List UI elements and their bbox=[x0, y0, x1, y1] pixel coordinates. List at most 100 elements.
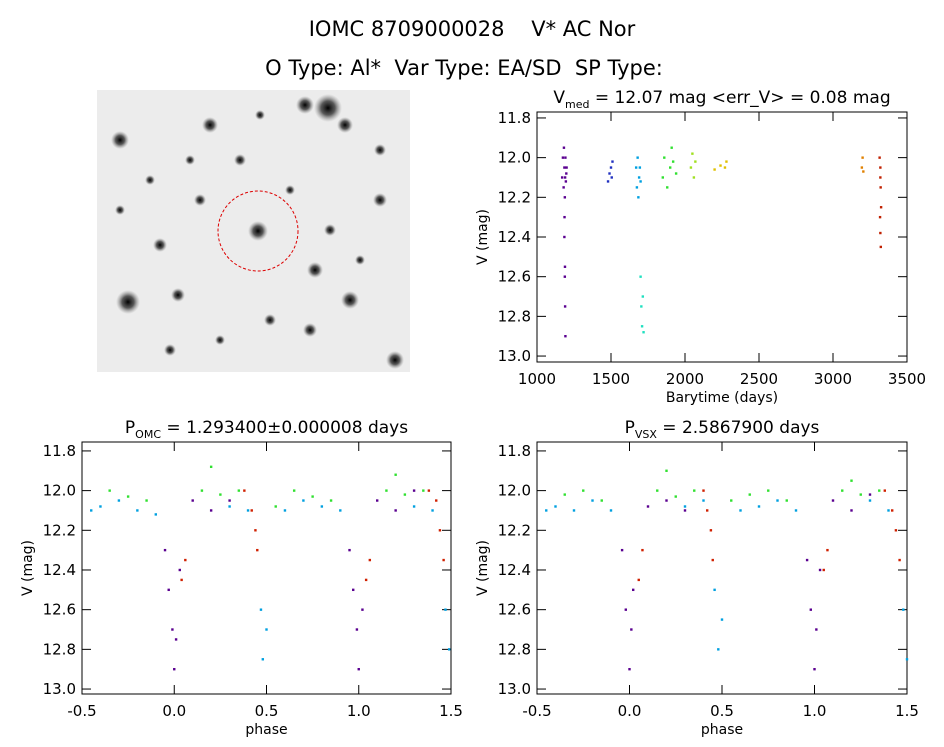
point bbox=[562, 186, 565, 189]
point bbox=[609, 509, 613, 512]
point bbox=[861, 156, 864, 159]
point bbox=[173, 667, 176, 671]
point bbox=[689, 166, 693, 169]
x-tick-label: 1.5 bbox=[895, 702, 919, 720]
y-tick-label: 12.2 bbox=[43, 521, 76, 539]
point bbox=[693, 489, 696, 492]
point bbox=[427, 489, 431, 492]
point bbox=[564, 156, 567, 159]
point bbox=[630, 628, 633, 631]
point bbox=[200, 489, 204, 492]
point bbox=[620, 548, 624, 552]
point bbox=[174, 638, 178, 641]
y-tick-label: 12.0 bbox=[43, 482, 76, 500]
point bbox=[444, 608, 447, 611]
point bbox=[639, 275, 642, 278]
point bbox=[126, 495, 130, 498]
chart-title: POMC = 1.293400±0.000008 days bbox=[125, 418, 408, 441]
point bbox=[666, 186, 669, 189]
point bbox=[563, 176, 567, 179]
y-tick-label: 12.8 bbox=[498, 307, 531, 325]
point bbox=[868, 493, 872, 496]
point bbox=[422, 489, 425, 492]
point bbox=[561, 156, 565, 159]
point bbox=[628, 667, 631, 671]
y-tick-label: 12.2 bbox=[498, 521, 531, 539]
x-tick-label: 1.5 bbox=[439, 702, 463, 720]
point bbox=[564, 180, 568, 183]
point bbox=[564, 335, 567, 338]
point bbox=[163, 548, 167, 552]
point bbox=[563, 166, 566, 169]
stars bbox=[111, 94, 404, 369]
point bbox=[878, 156, 881, 159]
point bbox=[879, 176, 882, 179]
point bbox=[671, 160, 675, 163]
point bbox=[329, 499, 333, 502]
point bbox=[256, 548, 259, 552]
point bbox=[894, 529, 898, 532]
point bbox=[320, 505, 324, 508]
point bbox=[665, 469, 668, 472]
point bbox=[376, 499, 379, 502]
point bbox=[818, 568, 822, 572]
point bbox=[638, 166, 642, 169]
point bbox=[99, 505, 102, 508]
point bbox=[167, 588, 170, 592]
y-tick-label: 13.0 bbox=[498, 347, 531, 365]
point bbox=[717, 648, 720, 651]
point bbox=[702, 489, 705, 492]
point bbox=[887, 509, 890, 512]
y-tick-label: 12.4 bbox=[498, 228, 531, 246]
header-title: IOMC 8709000028 V* AC Nor bbox=[309, 17, 636, 41]
target-circle bbox=[217, 190, 299, 272]
y-tick-label: 12.6 bbox=[498, 601, 531, 619]
point bbox=[878, 215, 882, 219]
point bbox=[545, 509, 548, 512]
point bbox=[563, 305, 567, 308]
point bbox=[665, 499, 668, 502]
point bbox=[905, 658, 909, 661]
point bbox=[274, 505, 277, 508]
point bbox=[565, 172, 568, 175]
y-tick-label: 12.4 bbox=[498, 561, 531, 579]
point bbox=[748, 493, 751, 496]
y-tick-label: 12.0 bbox=[498, 482, 531, 500]
point bbox=[636, 156, 639, 159]
point bbox=[563, 215, 566, 219]
point bbox=[879, 245, 883, 249]
point bbox=[702, 499, 705, 502]
title-rest: = 2.5867900 days bbox=[657, 418, 820, 438]
point bbox=[859, 493, 862, 496]
point bbox=[669, 166, 672, 169]
x-tick-label: -0.5 bbox=[522, 702, 551, 720]
point bbox=[639, 180, 642, 183]
point bbox=[562, 146, 566, 149]
point bbox=[642, 331, 645, 334]
point bbox=[739, 509, 742, 512]
point bbox=[259, 608, 263, 611]
chart-title: PVSX = 2.5867900 days bbox=[625, 418, 820, 441]
point bbox=[442, 558, 445, 562]
point bbox=[563, 493, 566, 496]
point bbox=[767, 489, 770, 492]
point bbox=[219, 493, 222, 496]
point bbox=[683, 509, 687, 512]
x-tick-label: 3500 bbox=[888, 370, 926, 388]
point bbox=[243, 489, 246, 492]
title-rest: = 1.293400±0.000008 days bbox=[161, 418, 408, 438]
point bbox=[841, 489, 844, 492]
point bbox=[813, 667, 816, 671]
point bbox=[641, 295, 645, 298]
point bbox=[674, 495, 677, 498]
point bbox=[261, 658, 265, 661]
point bbox=[898, 558, 901, 562]
title-main: P bbox=[625, 418, 635, 438]
x-tick-label: 2500 bbox=[740, 370, 778, 388]
point bbox=[862, 170, 865, 173]
point bbox=[228, 505, 231, 508]
x-axis-label: phase bbox=[701, 722, 743, 738]
point bbox=[355, 628, 359, 631]
point bbox=[785, 499, 788, 502]
